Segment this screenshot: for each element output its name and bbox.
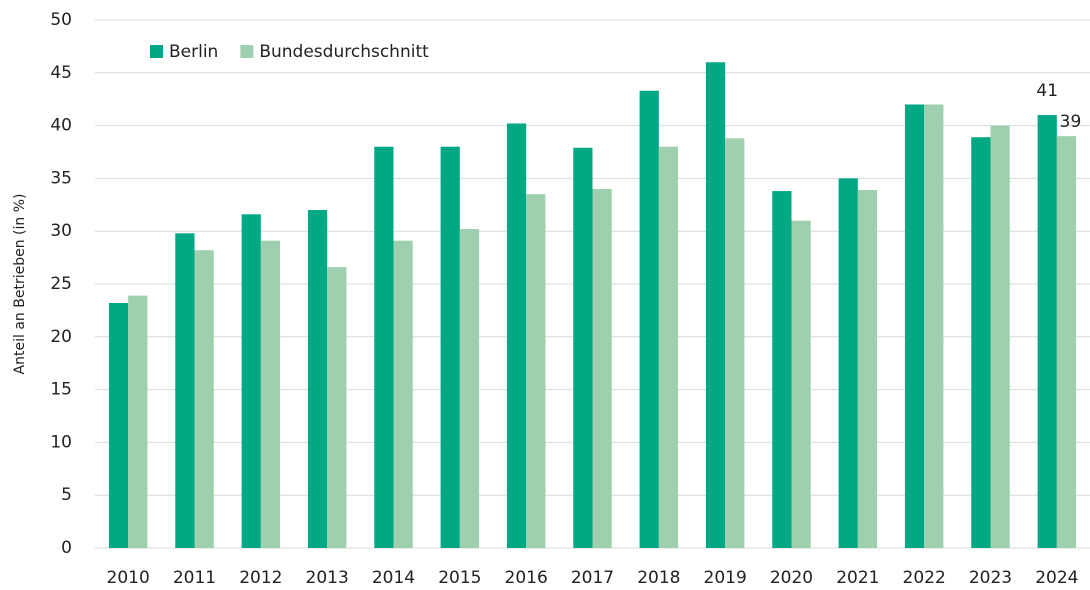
x-tick-label: 2021 [836, 568, 879, 588]
x-tick-label: 2013 [306, 568, 349, 588]
x-tick-label: 2022 [903, 568, 946, 588]
legend-label: Berlin [169, 42, 218, 62]
value-label: 41 [1036, 81, 1058, 101]
y-tick-label: 30 [50, 221, 72, 241]
x-tick-label: 2019 [704, 568, 747, 588]
bar [307, 210, 328, 548]
bar [327, 267, 347, 548]
y-tick-label: 25 [50, 274, 72, 294]
x-tick-label: 2023 [969, 568, 1012, 588]
y-tick-label: 10 [50, 432, 72, 452]
bar [924, 104, 944, 548]
y-tick-label: 45 [50, 63, 72, 83]
x-tick-label: 2018 [637, 568, 680, 588]
bar [241, 214, 261, 548]
bar [639, 90, 659, 548]
bar [573, 147, 593, 548]
bar [772, 191, 792, 548]
x-tick-label: 2011 [173, 568, 216, 588]
legend-label: Bundesdurchschnitt [259, 42, 429, 62]
bar [904, 104, 925, 548]
bar [592, 188, 612, 548]
x-tick-label: 2024 [1035, 568, 1078, 588]
bar [857, 190, 878, 549]
y-axis-title: Anteil an Betrieben (in %) [12, 194, 28, 375]
x-tick-label: 2010 [107, 568, 150, 588]
x-tick-label: 2016 [505, 568, 548, 588]
bar [459, 229, 480, 548]
y-tick-label: 0 [61, 538, 72, 558]
bar [393, 240, 413, 549]
y-tick-label: 20 [50, 327, 72, 347]
y-tick-label: 40 [50, 116, 72, 136]
legend-swatch [150, 45, 163, 58]
bar [791, 220, 811, 548]
bar [440, 146, 460, 548]
x-tick-label: 2017 [571, 568, 614, 588]
bar [971, 137, 991, 548]
bar [194, 250, 214, 548]
bar [990, 125, 1010, 548]
bar [725, 138, 745, 548]
y-tick-label: 5 [61, 485, 72, 505]
bar [175, 233, 195, 548]
y-tick-label: 35 [50, 168, 72, 188]
x-tick-label: 2020 [770, 568, 813, 588]
bar [705, 62, 726, 549]
bar [658, 146, 679, 548]
bar [108, 303, 129, 548]
bar [1037, 115, 1057, 548]
bar [526, 194, 546, 549]
bar [838, 178, 858, 548]
x-tick-label: 2015 [438, 568, 481, 588]
y-tick-label: 15 [50, 380, 72, 400]
bar [374, 146, 394, 548]
bar [1056, 136, 1077, 548]
legend-swatch [240, 45, 254, 58]
bar [260, 240, 281, 549]
value-label: 39 [1060, 112, 1082, 132]
x-tick-label: 2014 [372, 568, 415, 588]
bar [128, 295, 148, 548]
x-tick-label: 2012 [239, 568, 282, 588]
y-tick-label: 50 [50, 10, 72, 30]
bar [506, 123, 527, 548]
